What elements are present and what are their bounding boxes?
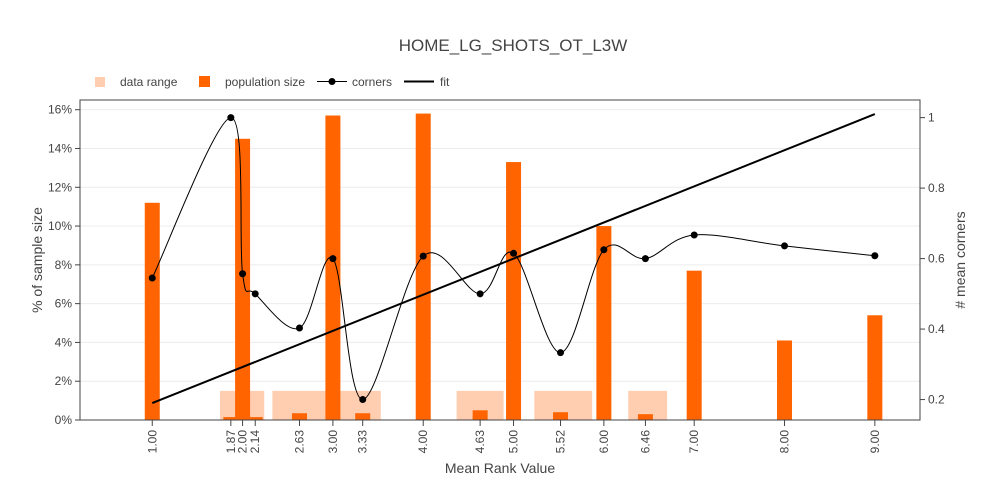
corners-point bbox=[227, 114, 235, 122]
population-bar bbox=[144, 202, 160, 420]
x-tick-label: 1.00 bbox=[145, 430, 159, 454]
legend[interactable]: data range population size corners fit bbox=[95, 75, 450, 89]
x-tick-label: 3.33 bbox=[356, 430, 370, 454]
corners-point bbox=[557, 349, 565, 357]
corners-point bbox=[476, 290, 484, 298]
corners-point bbox=[641, 255, 649, 263]
population-bar bbox=[291, 413, 307, 420]
fit-line bbox=[151, 113, 876, 405]
y-tick-label: 2% bbox=[55, 374, 73, 388]
plot-frame bbox=[79, 99, 921, 421]
x-tick-label: 4.00 bbox=[416, 430, 430, 454]
population-bar bbox=[686, 270, 702, 420]
corners-point bbox=[251, 290, 259, 298]
y-tick-label: 14% bbox=[48, 141, 72, 155]
population-bar bbox=[325, 115, 341, 421]
y-tick-label: 8% bbox=[55, 258, 73, 272]
population-bar bbox=[472, 410, 488, 420]
corners-point bbox=[510, 249, 518, 257]
x-axis-title: Mean Rank Value bbox=[445, 460, 555, 476]
legend-corners-marker bbox=[328, 78, 336, 85]
population-bar bbox=[867, 315, 883, 420]
y-axis-ticks: 0% 2% 4% 6% 8% 10% 12% 14% 16% bbox=[48, 103, 80, 427]
chart-title: HOME_LG_SHOTS_OT_L3W bbox=[399, 36, 628, 55]
x-tick-label: 2.14 bbox=[248, 430, 262, 454]
corners-point bbox=[295, 324, 303, 332]
y-tick-label: 12% bbox=[48, 180, 72, 194]
legend-corners-label[interactable]: corners bbox=[352, 75, 392, 89]
population-bar bbox=[506, 162, 522, 420]
x-tick-label: 8.00 bbox=[778, 430, 792, 454]
y2-tick-label: 1 bbox=[928, 111, 935, 125]
population-bar bbox=[637, 414, 653, 420]
corners-point bbox=[781, 242, 789, 250]
gridlines bbox=[80, 109, 920, 382]
y2-tick-label: 0.2 bbox=[928, 393, 945, 407]
population-bar bbox=[235, 138, 251, 420]
x-tick-label: 6.46 bbox=[638, 430, 652, 454]
corners-series bbox=[148, 114, 879, 404]
y2-axis-title: # mean corners bbox=[952, 211, 968, 308]
x-tick-label: 2.63 bbox=[292, 430, 306, 454]
x-tick-label: 7.00 bbox=[687, 430, 701, 454]
x-tick-label: 4.63 bbox=[473, 430, 487, 454]
corners-point bbox=[600, 246, 608, 254]
corners-point bbox=[329, 255, 337, 263]
x-tick-label: 3.00 bbox=[326, 430, 340, 454]
population-bar bbox=[223, 417, 239, 420]
y-tick-label: 4% bbox=[55, 335, 73, 349]
corners-point bbox=[359, 396, 367, 404]
y-tick-label: 0% bbox=[55, 413, 73, 427]
x-axis-ticks: 1.00 1.872.002.14 2.63 3.00 3.33 4.00 4.63 5.00… bbox=[145, 420, 882, 453]
corners-point bbox=[690, 231, 698, 239]
corners-point bbox=[871, 252, 879, 260]
x-tick-label: 5.52 bbox=[554, 430, 568, 454]
legend-data-range-swatch bbox=[95, 77, 105, 87]
x-tick-label: 1.87 bbox=[224, 430, 238, 454]
legend-fit-label[interactable]: fit bbox=[440, 75, 450, 89]
y-axis-title: % of sample size bbox=[29, 207, 45, 313]
x-tick-label: 2.00 bbox=[236, 430, 250, 454]
x-tick-label: 9.00 bbox=[868, 430, 882, 454]
corners-point bbox=[419, 252, 427, 260]
y2-tick-label: 0.6 bbox=[928, 252, 945, 266]
population-bar bbox=[415, 113, 431, 421]
y-tick-label: 10% bbox=[48, 219, 72, 233]
population-bar bbox=[553, 412, 569, 420]
x-tick-label: 6.00 bbox=[597, 430, 611, 454]
population-bar bbox=[596, 226, 612, 420]
y-tick-label: 16% bbox=[48, 103, 72, 117]
population-bar bbox=[777, 340, 793, 420]
y2-tick-label: 0.8 bbox=[928, 181, 945, 195]
legend-population-swatch bbox=[199, 76, 210, 87]
population-bar bbox=[355, 413, 371, 420]
population-bar bbox=[247, 417, 263, 420]
y-tick-label: 6% bbox=[55, 297, 73, 311]
fit-line-group bbox=[151, 113, 876, 405]
legend-population-label[interactable]: population size bbox=[225, 75, 305, 89]
y2-tick-label: 0.4 bbox=[928, 322, 945, 336]
x-tick-label: 5.00 bbox=[507, 430, 521, 454]
corners-point bbox=[239, 270, 247, 278]
corners-point bbox=[148, 274, 156, 282]
y2-axis-ticks: 0.2 0.4 0.6 0.8 1 bbox=[920, 111, 945, 407]
legend-data-range-label[interactable]: data range bbox=[120, 75, 178, 89]
population-bars bbox=[144, 113, 883, 421]
